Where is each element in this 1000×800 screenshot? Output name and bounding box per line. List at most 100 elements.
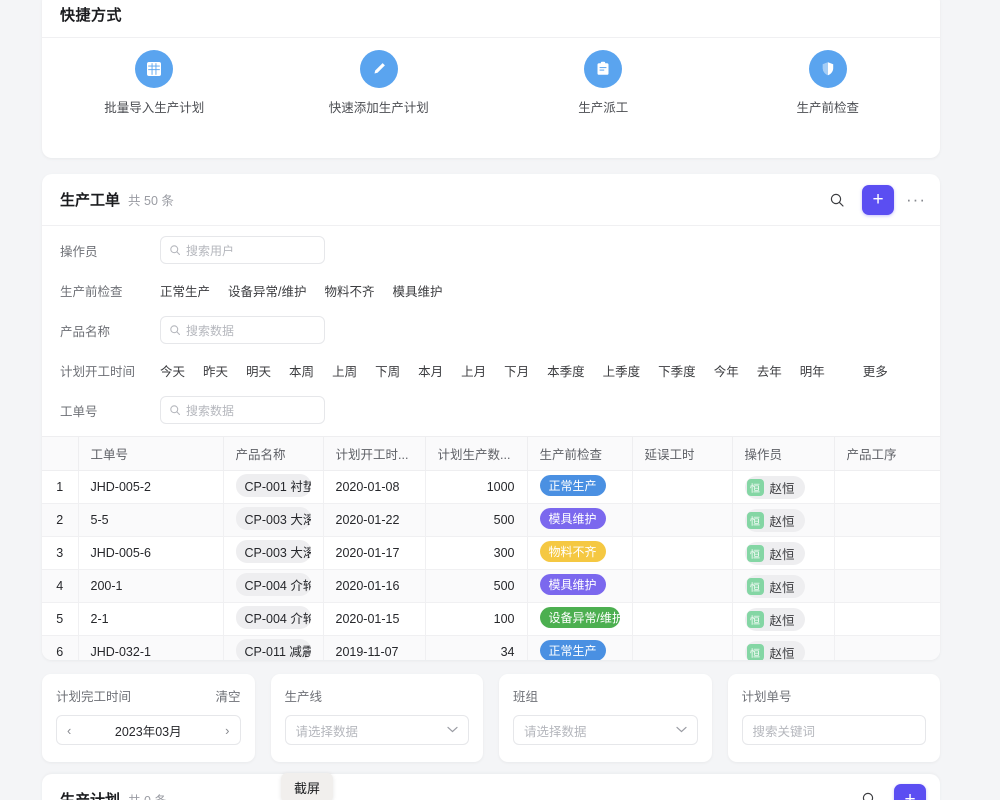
column-header-plan-qty[interactable]: 计划生产数... <box>425 436 528 471</box>
chevron-down-icon <box>447 725 458 736</box>
table-row[interactable]: 6 JHD-032-1 CP-011 减震垫 2019-11-07 34 正常生… <box>42 635 940 660</box>
product-chip: CP-004 介轮 <box>235 606 311 629</box>
table-row[interactable]: 1 JHD-005-2 CP-001 衬垫 2020-01-08 1000 正常… <box>42 470 940 504</box>
table-header-row: 工单号 产品名称 计划开工时... 计划生产数... 生产前检查 延误工时 操作… <box>42 436 940 471</box>
production-line-placeholder: 请选择数据 <box>295 724 359 739</box>
prev-month-icon[interactable]: ‹ <box>67 722 72 738</box>
filter-row-precheck: 生产前检查 正常生产 设备异常/维护 物料不齐 模具维护 <box>60 270 922 310</box>
precheck-option[interactable]: 物料不齐 <box>324 284 375 299</box>
table-row[interactable]: 4 200-1 CP-004 介轮 2020-01-16 500 模具维护 恒赵… <box>42 569 940 603</box>
column-header-precheck[interactable]: 生产前检查 <box>527 436 633 471</box>
plan-start-option[interactable]: 去年 <box>756 364 782 379</box>
cell-precheck: 模具维护 <box>527 569 633 603</box>
shortcut-quick-add[interactable]: 快速添加生产计划 <box>267 50 492 116</box>
workorder-table-scroll[interactable]: 工单号 产品名称 计划开工时... 计划生产数... 生产前检查 延误工时 操作… <box>42 436 940 660</box>
column-header-process[interactable]: 产品工序 <box>834 436 940 471</box>
precheck-option[interactable]: 模具维护 <box>392 284 443 299</box>
product-name-placeholder: 搜索数据 <box>186 323 235 338</box>
column-header-product-name[interactable]: 产品名称 <box>223 436 324 471</box>
user-pill: 恒赵恒 <box>744 508 805 532</box>
cell-plan-qty: 1000 <box>425 470 528 504</box>
plan-start-option[interactable]: 明年 <box>799 364 825 379</box>
shortcut-precheck[interactable]: 生产前检查 <box>716 50 941 116</box>
screenshot-tooltip[interactable]: 截屏 <box>281 773 334 800</box>
cell-plan-start: 2020-01-22 <box>323 503 426 537</box>
column-header-operator[interactable]: 操作员 <box>732 436 835 471</box>
shortcut-dispatch[interactable]: 生产派工 <box>491 50 716 116</box>
filter-card-head: 计划完工时间 清空 <box>56 686 241 705</box>
plan-start-option[interactable]: 明天 <box>246 364 272 379</box>
search-icon <box>170 245 181 256</box>
search-icon[interactable] <box>856 786 882 800</box>
filter-card-plan-no: 计划单号 搜索关键词 <box>727 674 940 762</box>
cell-product-name: CP-001 衬垫 <box>223 470 324 504</box>
plan-start-option[interactable]: 上月 <box>461 364 487 379</box>
avatar: 恒 <box>746 610 764 628</box>
filter-card-head: 生产线 <box>285 686 470 705</box>
plan-start-option[interactable]: 本周 <box>289 364 315 379</box>
user-pill: 恒赵恒 <box>744 541 805 565</box>
cell-delay-hours <box>632 635 733 660</box>
table-body: 1 JHD-005-2 CP-001 衬垫 2020-01-08 1000 正常… <box>42 470 940 660</box>
product-name-search-input[interactable]: 搜索数据 <box>160 316 325 344</box>
plan-start-option[interactable]: 上季度 <box>602 364 641 379</box>
cell-process <box>834 503 940 537</box>
more-options-button[interactable]: ··· <box>906 189 926 209</box>
cell-plan-start: 2019-11-07 <box>323 635 426 660</box>
operator-search-input[interactable]: 搜索用户 <box>160 236 325 264</box>
filter-label-team: 班组 <box>513 690 539 704</box>
precheck-option[interactable]: 设备异常/维护 <box>228 284 307 299</box>
operator-name: 赵恒 <box>769 481 795 496</box>
cell-delay-hours <box>632 602 733 636</box>
shortcuts-list: 批量导入生产计划 快速添加生产计划 生产派工 生产前检查 <box>42 38 940 116</box>
record-count: 共 50 条 <box>128 194 174 208</box>
grid-icon <box>135 50 174 88</box>
filter-label-product-name: 产品名称 <box>60 324 111 339</box>
plan-start-more-button[interactable]: 更多 <box>862 364 888 379</box>
search-icon <box>170 405 181 416</box>
table-row[interactable]: 2 5-5 CP-003 大滚筒 2020-01-22 500 模具维护 恒赵恒 <box>42 503 940 537</box>
column-header-index[interactable] <box>42 436 79 471</box>
plan-start-option[interactable]: 本月 <box>418 364 444 379</box>
shortcut-label: 快速添加生产计划 <box>328 101 429 115</box>
team-select[interactable]: 请选择数据 <box>513 715 698 745</box>
filter-panel: 操作员 搜索用户 生产前检查 正常生产 设备异常/维护 物料不齐 模具维护 产品… <box>42 226 940 436</box>
next-month-icon[interactable]: › <box>225 722 230 738</box>
search-icon[interactable] <box>824 187 850 213</box>
table-row[interactable]: 3 JHD-005-6 CP-003 大滚筒 2020-01-17 300 物料… <box>42 536 940 570</box>
cell-order-no: JHD-005-6 <box>78 536 224 570</box>
column-header-delay-hours[interactable]: 延误工时 <box>632 436 733 471</box>
column-header-order-no[interactable]: 工单号 <box>78 436 224 471</box>
plan-add-button[interactable]: + <box>894 784 926 800</box>
precheck-option[interactable]: 正常生产 <box>160 284 211 299</box>
clear-button[interactable]: 清空 <box>215 690 241 704</box>
column-header-plan-start[interactable]: 计划开工时... <box>323 436 426 471</box>
status-badge: 模具维护 <box>539 508 606 529</box>
production-line-select[interactable]: 请选择数据 <box>284 715 469 745</box>
operator-name: 赵恒 <box>769 547 795 562</box>
month-picker[interactable]: ‹ 2023年03月 › <box>56 715 241 745</box>
cell-plan-qty: 500 <box>425 503 528 537</box>
plan-start-option[interactable]: 今年 <box>713 364 739 379</box>
filter-label-operator: 操作员 <box>60 244 98 259</box>
plan-start-option[interactable]: 本季度 <box>547 364 585 379</box>
order-no-search-input[interactable]: 搜索数据 <box>160 396 325 424</box>
plan-start-option[interactable]: 下季度 <box>658 364 696 379</box>
cell-operator: 恒赵恒 <box>732 503 835 537</box>
search-icon <box>170 325 181 336</box>
shortcuts-title-bar: 快捷方式 <box>42 0 940 38</box>
status-badge: 设备异常/维护 <box>539 607 620 628</box>
plan-start-option[interactable]: 下月 <box>504 364 530 379</box>
plan-start-option[interactable]: 昨天 <box>203 364 229 379</box>
plan-start-option[interactable]: 今天 <box>160 364 186 379</box>
shortcut-batch-import[interactable]: 批量导入生产计划 <box>42 50 267 116</box>
plan-record-count: 共 0 条 <box>128 790 167 800</box>
status-badge: 正常生产 <box>539 475 606 496</box>
plan-start-option[interactable]: 下周 <box>375 364 401 379</box>
add-button[interactable]: + <box>862 184 895 215</box>
status-badge: 模具维护 <box>539 574 606 595</box>
plan-start-option[interactable]: 上周 <box>332 364 358 379</box>
team-placeholder: 请选择数据 <box>524 724 587 739</box>
table-row[interactable]: 5 2-1 CP-004 介轮 2020-01-15 100 设备异常/维护 恒… <box>42 602 940 636</box>
plan-no-input[interactable]: 搜索关键词 <box>741 715 926 745</box>
